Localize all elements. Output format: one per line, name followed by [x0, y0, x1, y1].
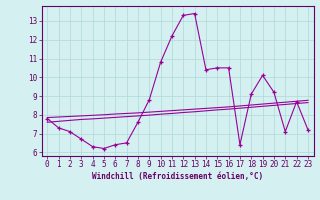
X-axis label: Windchill (Refroidissement éolien,°C): Windchill (Refroidissement éolien,°C) — [92, 172, 263, 181]
